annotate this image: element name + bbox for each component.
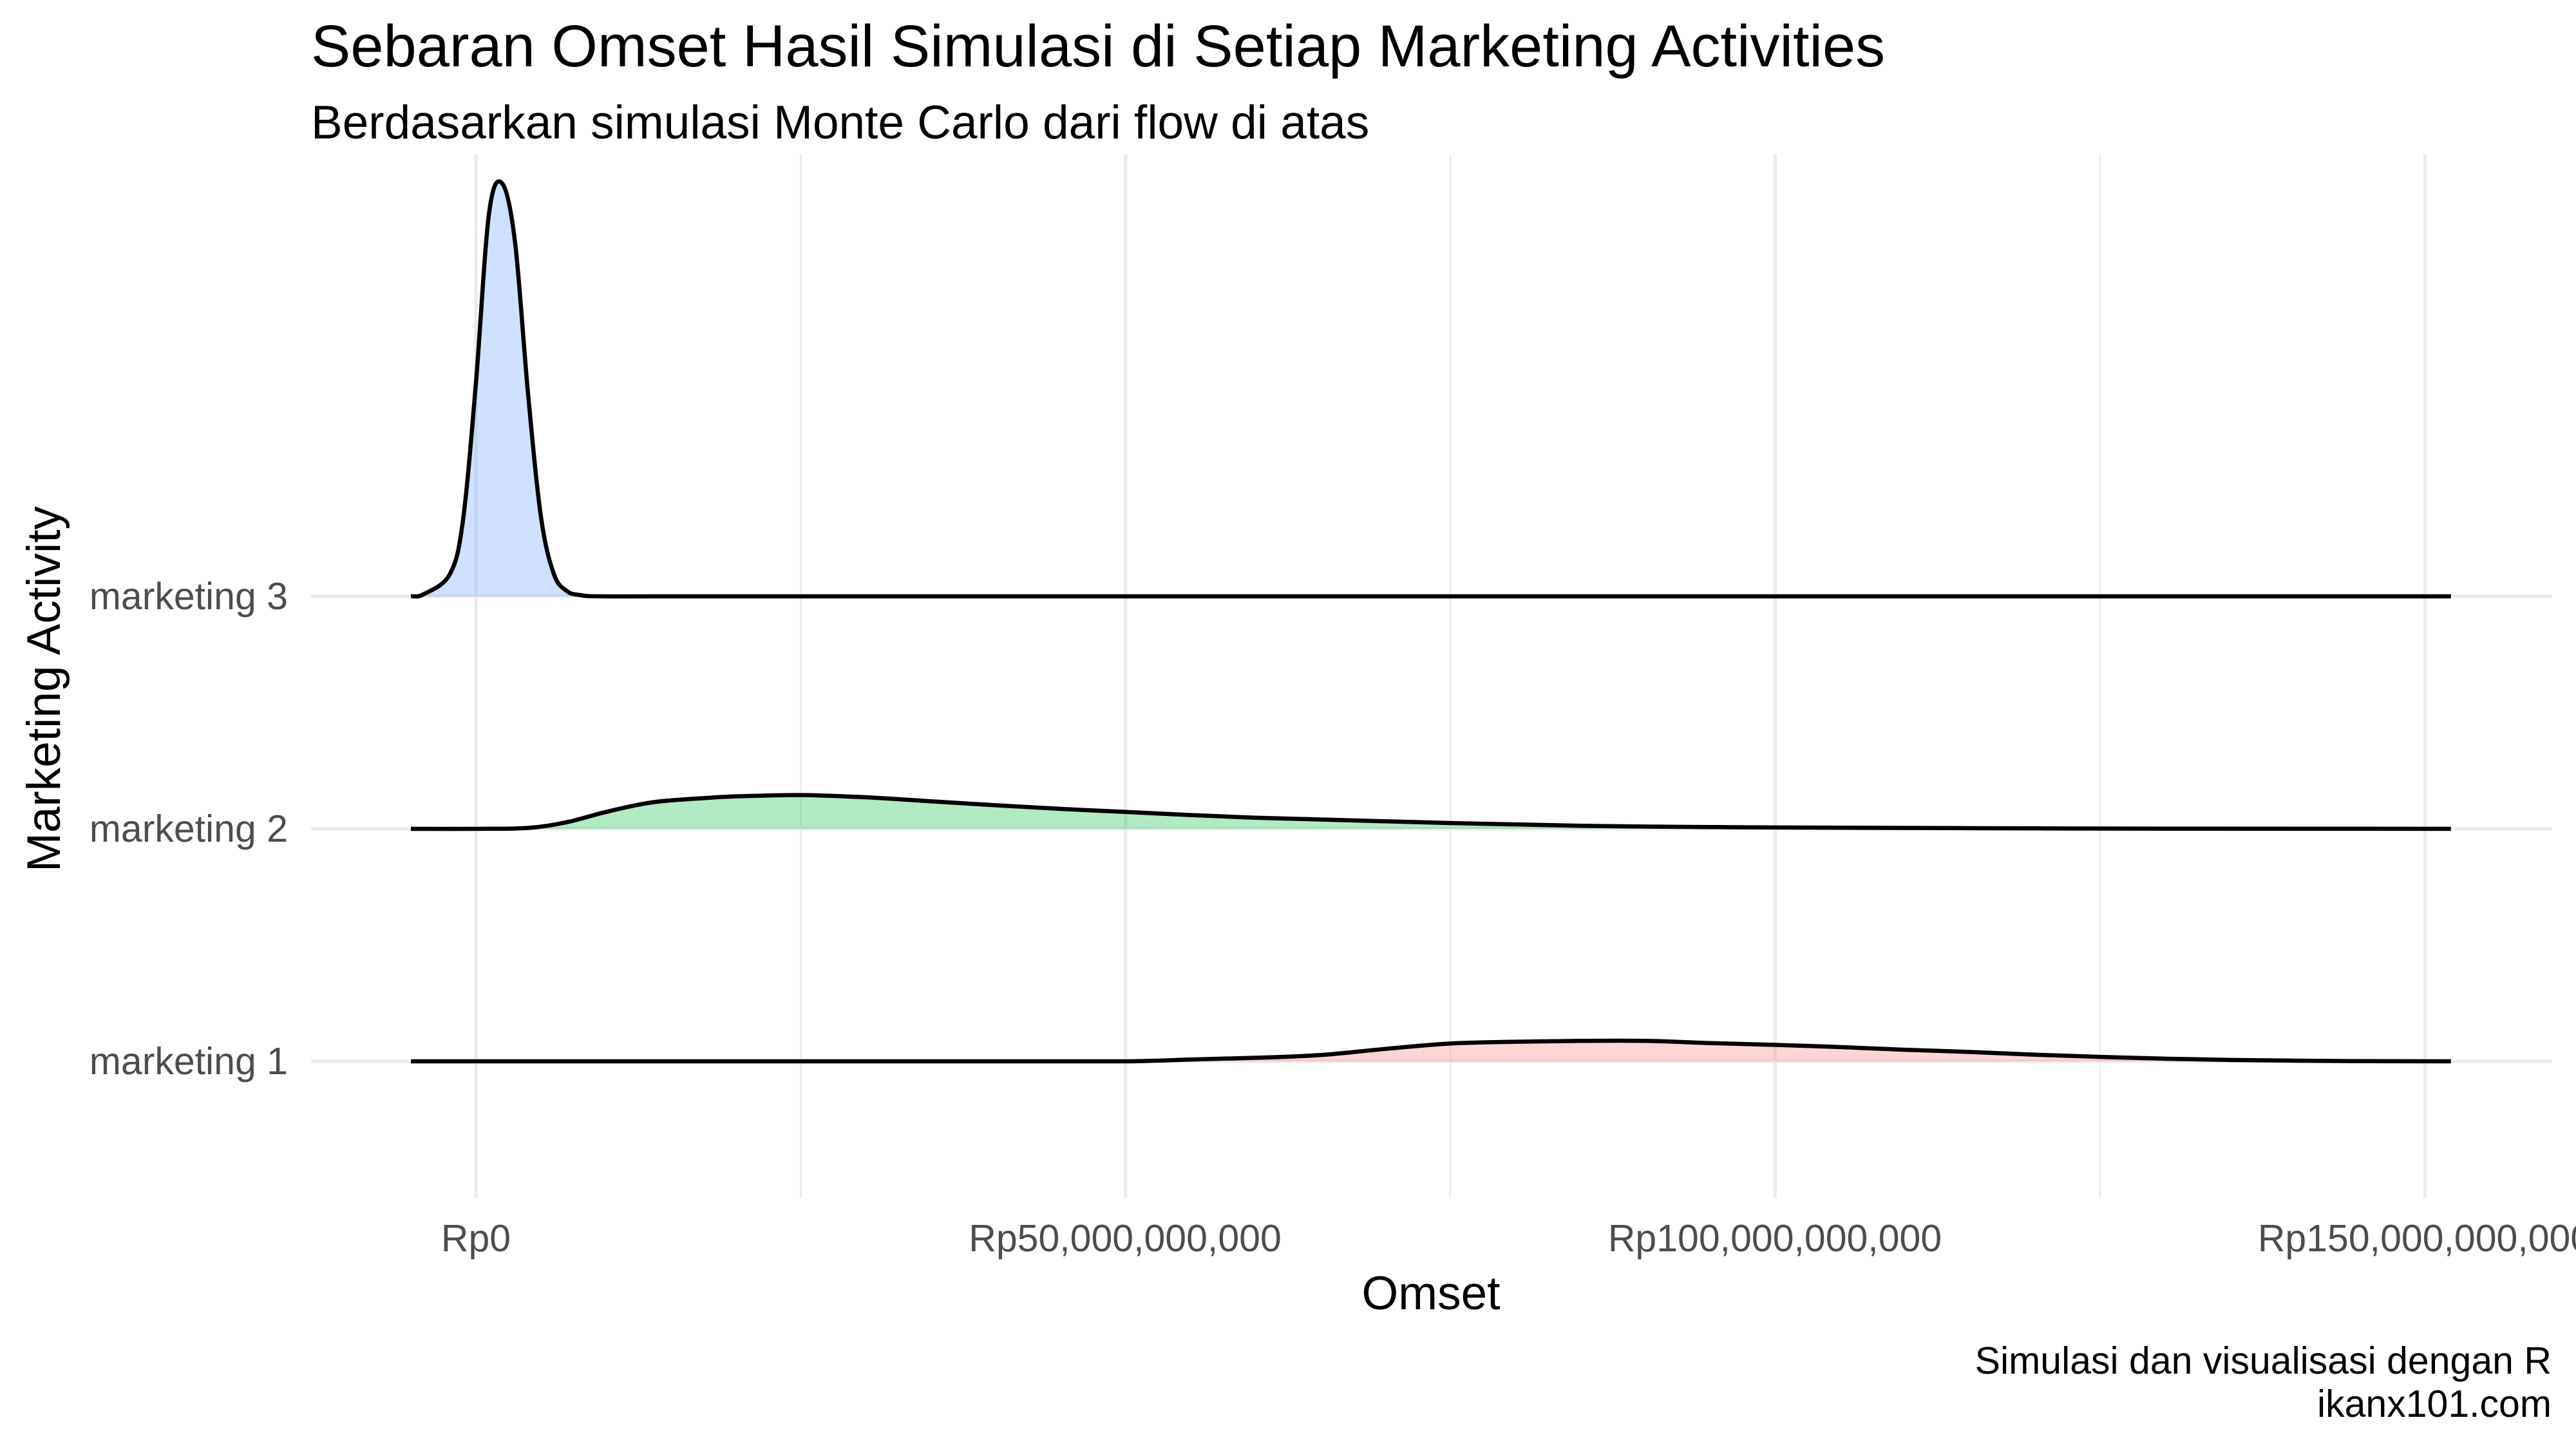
x-axis-title: Omset [1362, 1267, 1501, 1320]
chart-subtitle: Berdasarkan simulasi Monte Carlo dari fl… [311, 97, 1369, 149]
chart-title: Sebaran Omset Hasil Simulasi di Setiap M… [311, 14, 1885, 79]
density-ridges [410, 179, 2451, 1064]
density-area-marketing-1 [411, 1040, 2451, 1062]
y-tick-label-marketing-3: marketing 3 [90, 575, 288, 618]
density-line-marketing-1 [411, 1038, 2451, 1064]
y-tick-label-marketing-1: marketing 1 [90, 1040, 288, 1083]
density-line-marketing-2 [411, 793, 2451, 831]
caption-line-2: ikanx101.com [2317, 1383, 2552, 1425]
caption-line-1: Simulasi dan visualisasi dengan R [1975, 1340, 2552, 1382]
density-line-marketing-3 [410, 179, 2451, 599]
y-axis-title: Marketing Activity [18, 506, 70, 872]
y-tick-label-marketing-2: marketing 2 [90, 808, 288, 850]
x-tick-label-0: Rp0 [441, 1217, 511, 1260]
density-area-marketing-2 [411, 795, 2451, 829]
x-tick-label-50b: Rp50,000,000,000 [969, 1217, 1282, 1260]
x-tick-label-100b: Rp100,000,000,000 [1608, 1217, 1942, 1260]
grid-lines [311, 155, 2552, 1198]
x-tick-label-150b: Rp150,000,000,000 [2258, 1217, 2576, 1260]
density-area-marketing-3 [411, 181, 2451, 597]
